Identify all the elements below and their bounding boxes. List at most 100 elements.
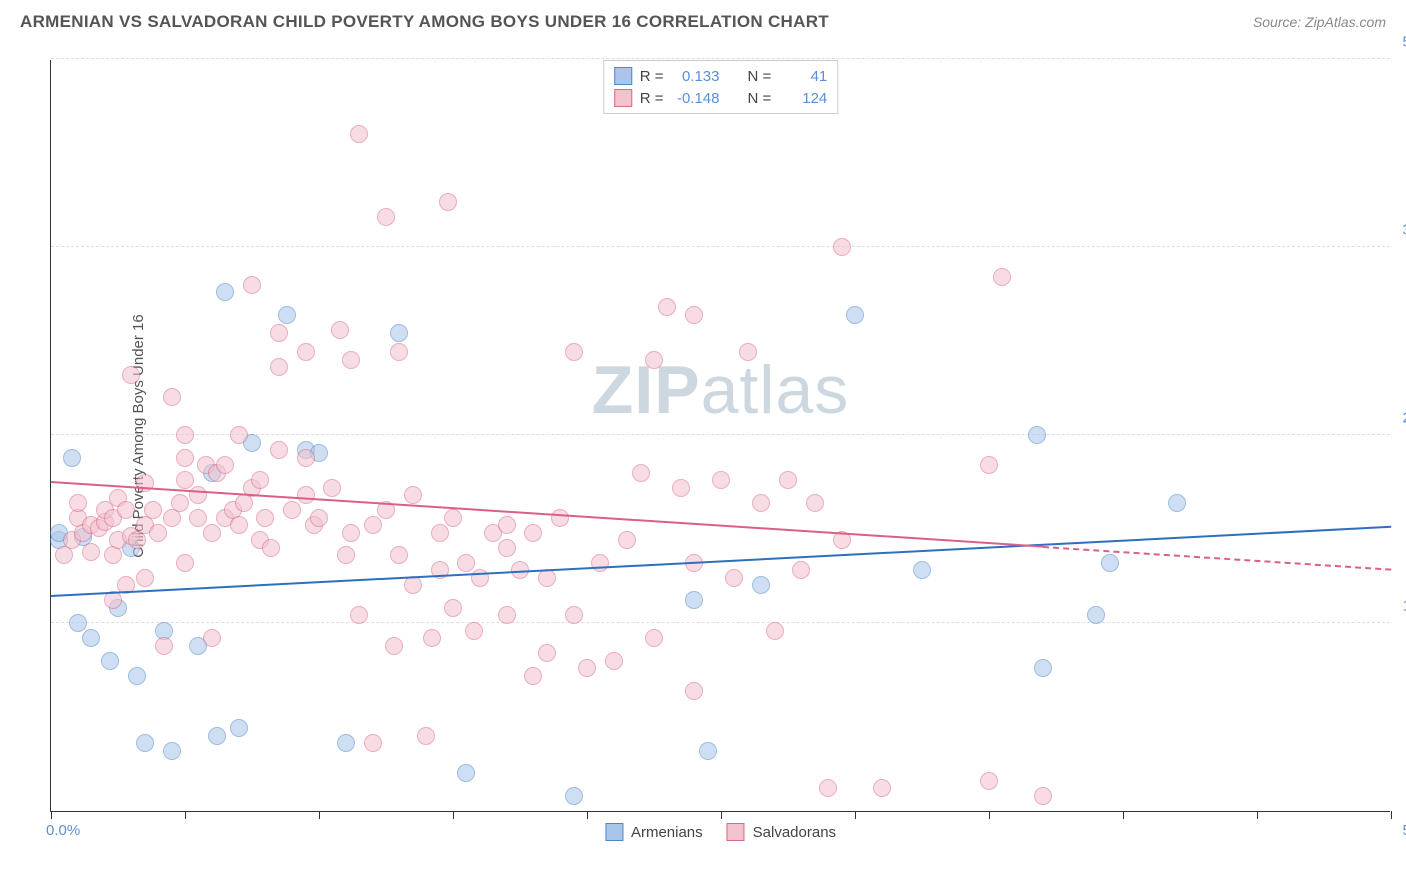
data-point [645,351,663,369]
data-point [457,764,475,782]
watermark: ZIPatlas [592,351,849,429]
r-label: R = [640,68,664,85]
legend-item-armenians: Armenians [605,823,703,841]
data-point [270,441,288,459]
data-point [136,734,154,752]
n-label: N = [748,90,772,107]
data-point [605,652,623,670]
data-point [342,351,360,369]
data-point [645,629,663,647]
watermark-rest: atlas [701,352,850,428]
data-point [672,479,690,497]
x-tick [721,811,722,819]
data-point [1034,659,1052,677]
data-point [128,667,146,685]
data-point [1168,494,1186,512]
x-axis-label-start: 0.0% [46,822,80,839]
data-point [144,501,162,519]
data-point [390,546,408,564]
series-legend: Armenians Salvadorans [605,823,836,841]
data-point [632,464,650,482]
data-point [457,554,475,572]
data-point [913,561,931,579]
data-point [350,606,368,624]
data-point [101,652,119,670]
data-point [283,501,301,519]
data-point [176,426,194,444]
data-point [323,479,341,497]
data-point [431,524,449,542]
data-point [203,629,221,647]
data-point [297,486,315,504]
data-point [404,486,422,504]
data-point [270,358,288,376]
data-point [155,637,173,655]
data-point [792,561,810,579]
data-point [658,298,676,316]
data-point [337,546,355,564]
data-point [980,772,998,790]
data-point [524,667,542,685]
data-point [565,343,583,361]
swatch-salvadorans [614,89,632,107]
scatter-plot: ZIPatlas R = 0.133 N = 41 R = -0.148 N =… [50,60,1390,812]
data-point [524,524,542,542]
x-tick [1391,811,1392,819]
data-point [578,659,596,677]
plot-area: ZIPatlas R = 0.133 N = 41 R = -0.148 N =… [50,60,1390,812]
data-point [1087,606,1105,624]
data-point [390,343,408,361]
data-point [176,471,194,489]
data-point [136,569,154,587]
data-point [364,516,382,534]
n-label: N = [748,68,772,85]
trend-line [1043,546,1392,571]
gridline [51,58,1390,59]
data-point [1028,426,1046,444]
data-point [262,539,280,557]
legend-swatch-armenians [605,823,623,841]
data-point [149,524,167,542]
data-point [256,509,274,527]
x-tick [51,811,52,819]
data-point [69,614,87,632]
data-point [350,125,368,143]
x-tick [989,811,990,819]
data-point [82,543,100,561]
x-tick [185,811,186,819]
data-point [310,509,328,527]
data-point [752,494,770,512]
y-tick-label: 12.5% [1402,598,1406,615]
data-point [297,449,315,467]
x-tick [1257,811,1258,819]
data-point [82,629,100,647]
x-tick [453,811,454,819]
data-point [163,388,181,406]
data-point [176,554,194,572]
legend-label-salvadorans: Salvadorans [753,824,836,841]
data-point [551,509,569,527]
data-point [342,524,360,542]
data-point [498,539,516,557]
data-point [390,324,408,342]
data-point [873,779,891,797]
data-point [122,366,140,384]
data-point [377,208,395,226]
data-point [699,742,717,760]
data-point [417,727,435,745]
data-point [833,238,851,256]
data-point [171,494,189,512]
data-point [565,787,583,805]
source-attribution: Source: ZipAtlas.com [1253,14,1386,30]
gridline [51,246,1390,247]
data-point [208,727,226,745]
data-point [618,531,636,549]
n-value-armenians: 41 [779,68,827,85]
data-point [439,193,457,211]
data-point [685,682,703,700]
x-tick [587,811,588,819]
y-tick-label: 50.0% [1402,34,1406,51]
swatch-armenians [614,67,632,85]
data-point [498,606,516,624]
data-point [685,306,703,324]
